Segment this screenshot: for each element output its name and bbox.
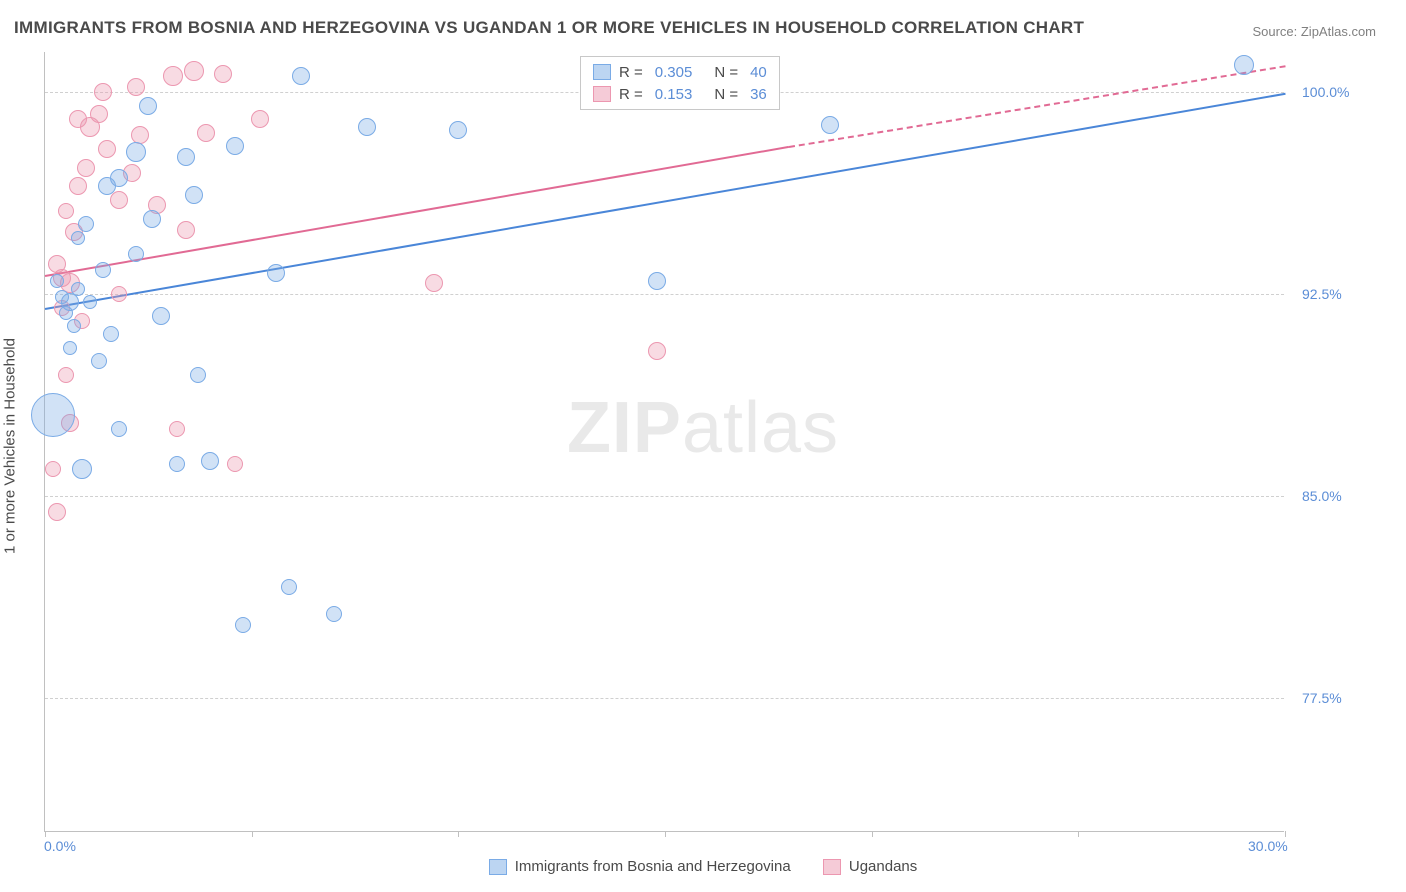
legend-n-label: N = — [714, 86, 738, 103]
data-point — [110, 191, 128, 209]
legend-r-label: R = — [619, 86, 643, 103]
swatch-pink-icon — [823, 859, 841, 875]
data-point — [90, 105, 108, 123]
data-point — [169, 421, 185, 437]
data-point — [50, 274, 64, 288]
data-point — [281, 579, 297, 595]
data-point — [111, 421, 127, 437]
series-legend: Immigrants from Bosnia and Herzegovina U… — [0, 858, 1406, 879]
data-point — [292, 67, 310, 85]
data-point — [67, 319, 81, 333]
data-point — [425, 274, 443, 292]
legend-pink-r: 0.153 — [655, 86, 693, 103]
source-label: Source: ZipAtlas.com — [1252, 24, 1376, 39]
data-point — [63, 341, 77, 355]
ytick-label: 77.5% — [1302, 690, 1342, 706]
data-point — [226, 137, 244, 155]
data-point — [449, 121, 467, 139]
data-point — [648, 342, 666, 360]
correlation-legend: R = 0.305 N = 40 R = 0.153 N = 36 — [580, 56, 780, 110]
legend-r-label: R = — [619, 64, 643, 81]
data-point — [185, 186, 203, 204]
data-point — [197, 124, 215, 142]
data-point — [98, 140, 116, 158]
legend-pink-label: Ugandans — [849, 858, 917, 875]
legend-pink-n: 36 — [750, 86, 767, 103]
data-point — [152, 307, 170, 325]
gridline — [45, 698, 1284, 699]
xtick — [45, 831, 46, 837]
data-point — [326, 606, 342, 622]
data-point — [267, 264, 285, 282]
data-point — [169, 456, 185, 472]
legend-blue-r: 0.305 — [655, 64, 693, 81]
ytick-label: 85.0% — [1302, 488, 1342, 504]
gridline — [45, 294, 1284, 295]
data-point — [127, 78, 145, 96]
legend-item-pink: Ugandans — [823, 858, 917, 875]
data-point — [83, 295, 97, 309]
data-point — [358, 118, 376, 136]
xtick — [1285, 831, 1286, 837]
data-point — [251, 110, 269, 128]
xtick — [458, 831, 459, 837]
data-point — [58, 367, 74, 383]
chart-title: IMMIGRANTS FROM BOSNIA AND HERZEGOVINA V… — [14, 18, 1084, 38]
xtick-label: 30.0% — [1248, 838, 1288, 854]
data-point — [163, 66, 183, 86]
data-point — [177, 221, 195, 239]
legend-blue-label: Immigrants from Bosnia and Herzegovina — [515, 858, 791, 875]
data-point — [58, 203, 74, 219]
data-point — [821, 116, 839, 134]
swatch-pink-icon — [593, 86, 611, 102]
swatch-blue-icon — [489, 859, 507, 875]
data-point — [111, 286, 127, 302]
xtick — [1078, 831, 1079, 837]
swatch-blue-icon — [593, 64, 611, 80]
data-point — [48, 503, 66, 521]
data-point — [95, 262, 111, 278]
data-point — [139, 97, 157, 115]
legend-row-pink: R = 0.153 N = 36 — [593, 83, 767, 105]
data-point — [110, 169, 128, 187]
data-point — [1234, 55, 1254, 75]
ytick-label: 92.5% — [1302, 286, 1342, 302]
xtick-label: 0.0% — [44, 838, 76, 854]
legend-item-blue: Immigrants from Bosnia and Herzegovina — [489, 858, 791, 875]
legend-blue-n: 40 — [750, 64, 767, 81]
data-point — [69, 177, 87, 195]
legend-n-label: N = — [714, 64, 738, 81]
scatter-plot — [44, 52, 1284, 832]
data-point — [71, 231, 85, 245]
data-point — [61, 293, 79, 311]
data-point — [235, 617, 251, 633]
legend-row-blue: R = 0.305 N = 40 — [593, 61, 767, 83]
data-point — [227, 456, 243, 472]
data-point — [94, 83, 112, 101]
data-point — [177, 148, 195, 166]
gridline — [45, 496, 1284, 497]
data-point — [648, 272, 666, 290]
y-axis-label: 1 or more Vehicles in Household — [2, 338, 19, 554]
data-point — [103, 326, 119, 342]
data-point — [214, 65, 232, 83]
data-point — [78, 216, 94, 232]
data-point — [91, 353, 107, 369]
data-point — [190, 367, 206, 383]
data-point — [184, 61, 204, 81]
data-point — [77, 159, 95, 177]
xtick — [665, 831, 666, 837]
ytick-label: 100.0% — [1302, 84, 1349, 100]
data-point — [72, 459, 92, 479]
data-point — [143, 210, 161, 228]
data-point — [31, 393, 75, 437]
data-point — [128, 246, 144, 262]
data-point — [71, 282, 85, 296]
xtick — [872, 831, 873, 837]
data-point — [45, 461, 61, 477]
data-point — [201, 452, 219, 470]
xtick — [252, 831, 253, 837]
data-point — [126, 142, 146, 162]
